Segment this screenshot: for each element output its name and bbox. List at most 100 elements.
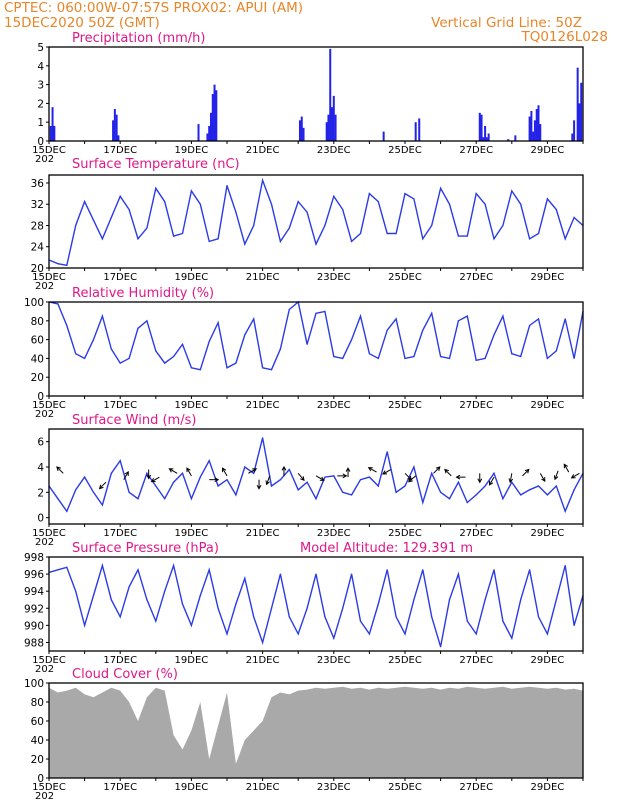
humidity-point — [101, 315, 103, 317]
temperature-point — [270, 203, 273, 205]
humidity-point — [92, 339, 95, 341]
humidity-point — [529, 324, 531, 327]
humidity-panel: Relative Humidity (%) 0 20 40 60 80 100 15DEC 1… — [24, 286, 584, 420]
wind-arrow — [444, 469, 452, 477]
precipitation-bar — [325, 122, 328, 141]
temperature-point — [502, 224, 504, 227]
wind-arrow-head — [408, 477, 413, 483]
wind-arrow-head — [252, 468, 258, 473]
wind-point — [493, 472, 495, 474]
humidity-point — [137, 327, 139, 329]
pressure-xtick-label: 15DEC — [32, 655, 66, 666]
humidity-series-line — [48, 300, 584, 371]
humidity-point — [466, 315, 468, 317]
pressure-point — [324, 616, 326, 618]
wind-arrow-head — [150, 477, 156, 483]
pressure-point — [181, 603, 184, 605]
pressure-frame — [48, 556, 584, 652]
precipitation-frame — [48, 46, 584, 142]
temperature-point — [306, 211, 308, 213]
temperature-point — [377, 200, 379, 203]
wind-series-line — [48, 437, 584, 514]
temperature-point — [413, 198, 415, 200]
precipitation-bar — [484, 125, 487, 141]
wind-arrow-head — [146, 474, 152, 480]
humidity-point — [128, 357, 130, 359]
temperature-point — [92, 219, 95, 221]
wind-point — [333, 475, 335, 477]
pressure-point — [57, 569, 59, 571]
temperature-point — [226, 185, 228, 187]
pressure-point — [368, 633, 370, 635]
wind-arrow — [368, 467, 377, 473]
humidity-point — [119, 362, 121, 364]
cloud-xtick-label: 21DEC — [246, 782, 280, 793]
wind-arrow-head — [435, 466, 441, 471]
cloud-panel: Cloud Cover (%) 0 20 40 60 80 100 15DEC 17DEC 19… — [24, 667, 584, 800]
precipitation-bar — [573, 120, 576, 141]
wind-point — [368, 476, 370, 478]
precipitation-xtick-label: 23DEC — [317, 145, 351, 156]
wind-arrow-head — [186, 467, 191, 473]
precipitation-bar — [53, 125, 56, 141]
temperature-xtick-label: 25DEC — [388, 272, 422, 283]
precipitation-bar — [482, 137, 485, 141]
wind-arrow-head — [563, 463, 568, 469]
pressure-point — [484, 599, 486, 601]
wind-ytick-label: 2 — [37, 487, 44, 499]
wind-point — [511, 481, 513, 483]
pressure-point — [333, 637, 335, 639]
wind-point — [101, 504, 103, 506]
precipitation-bar — [528, 116, 531, 141]
temperature-point — [484, 203, 486, 205]
humidity-point — [377, 357, 379, 359]
wind-point — [502, 498, 504, 500]
temperature-point — [110, 216, 112, 219]
wind-year-label: 202 — [35, 537, 54, 548]
cloud-ytick-label: 80 — [31, 697, 44, 709]
pressure-year-label: 202 — [35, 664, 54, 675]
humidity-point — [484, 357, 486, 359]
pressure-xtick-label: 19DEC — [175, 655, 209, 666]
pressure-point — [342, 607, 344, 609]
humidity-xtick-label: 29DEC — [531, 400, 565, 411]
humidity-ytick-label: 80 — [31, 316, 44, 328]
precipitation-bar — [576, 67, 579, 141]
humidity-point — [208, 340, 210, 343]
humidity-point — [164, 362, 166, 364]
humidity-point — [217, 322, 219, 324]
wind-arrow — [99, 481, 107, 489]
pressure-xtick-label: 29DEC — [531, 655, 565, 666]
pressure-point — [573, 624, 575, 626]
humidity-point — [368, 353, 370, 355]
humidity-point — [564, 318, 566, 320]
wind-panel: Surface Wind (m/s) 0 2 4 6 15DEC 17DEC 19DEC 21… — [32, 413, 584, 548]
temperature-point — [297, 200, 299, 203]
wind-arrow — [408, 475, 417, 483]
humidity-xtick-label: 19DEC — [175, 400, 209, 411]
precipitation-bar — [112, 120, 115, 141]
wind-arrow-head — [319, 476, 325, 481]
temperature-year-label: 202 — [35, 281, 54, 292]
wind-point — [137, 498, 139, 500]
wind-point — [164, 498, 166, 500]
precipitation-bar — [535, 109, 538, 141]
pressure-xtick-label: 17DEC — [103, 655, 137, 666]
pressure-series-line — [48, 562, 584, 647]
wind-arrow — [297, 473, 305, 481]
pressure-line: 988 990 992 994 996 998 15DEC 17DEC 19DEC 21DEC 23… — [24, 552, 584, 675]
humidity-point — [66, 324, 68, 327]
humidity-point — [190, 367, 192, 369]
temperature-xtick-label: 23DEC — [317, 272, 351, 283]
cloud-area: 0 20 40 60 80 100 15DEC 17DEC 19DEC 21DEC 23DEC 25D… — [24, 678, 584, 800]
wind-point — [546, 494, 549, 496]
temperature-point — [520, 203, 522, 205]
wind-point — [119, 460, 121, 462]
wind-point — [413, 466, 415, 468]
cloud-xtick-label: 19DEC — [175, 782, 209, 793]
precipitation-bars: 0 1 2 3 4 5 15DEC 17DEC 19DEC 21DEC 23DEC 25DEC 27DE… — [32, 42, 584, 165]
humidity-point — [57, 303, 59, 305]
temperature-ytick-label: 20 — [31, 263, 44, 275]
pressure-point — [101, 564, 103, 567]
humidity-point — [262, 367, 264, 369]
